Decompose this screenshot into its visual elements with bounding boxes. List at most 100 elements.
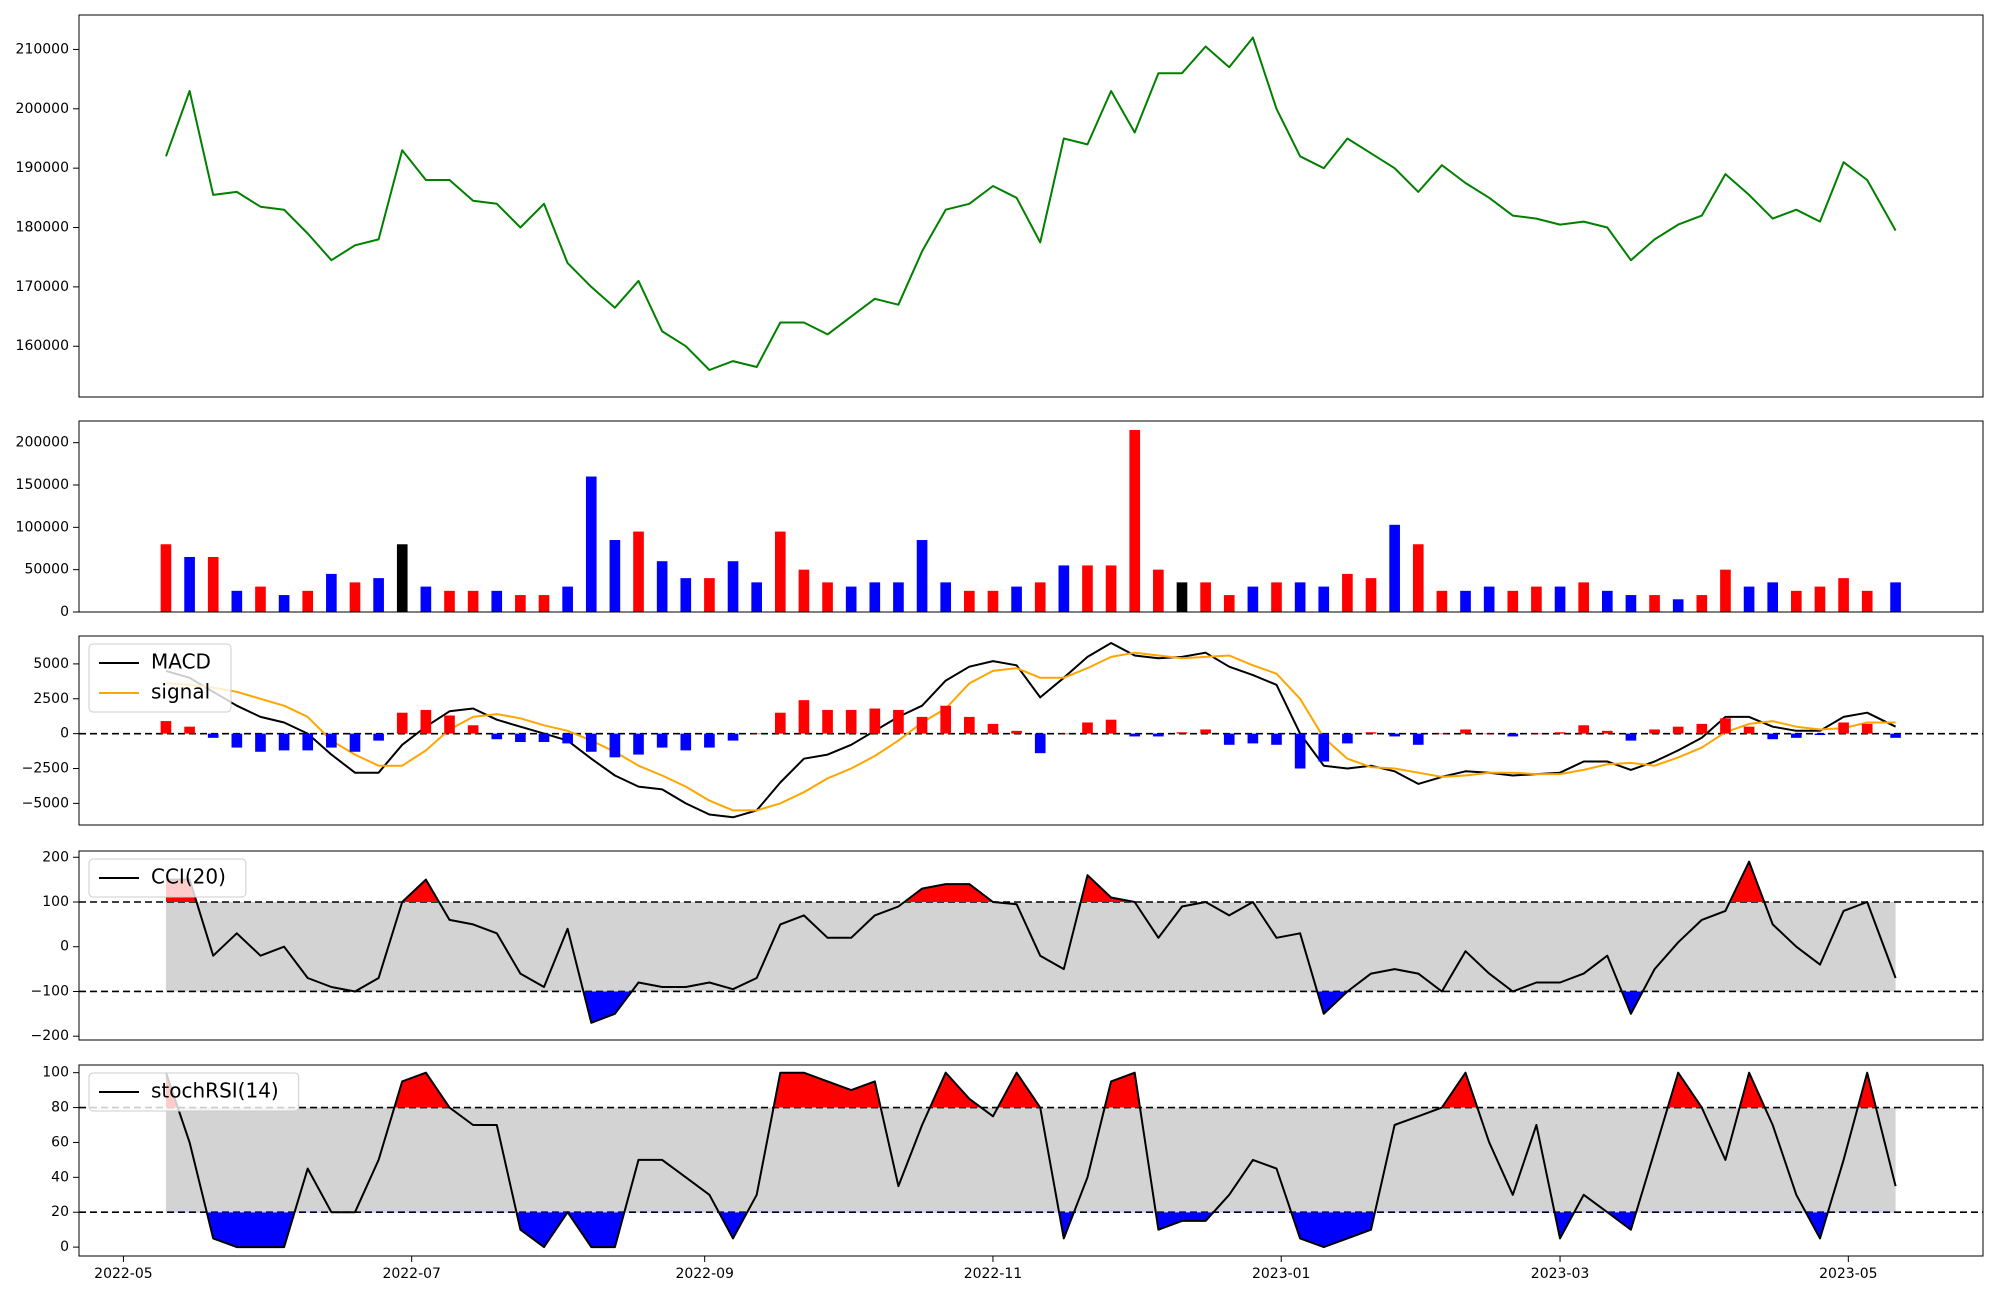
x-tick-label: 2023-03 (1531, 1266, 1590, 1282)
volume-bar (1460, 590, 1471, 612)
histogram-bar (1389, 733, 1400, 737)
panel: 0 50000 100000 150000 200000 (16, 420, 1984, 620)
histogram-bar (1200, 729, 1211, 734)
histogram-bar (1153, 733, 1164, 737)
neutral-band (165, 1107, 1896, 1213)
histogram-bar (1696, 723, 1708, 734)
volume-bar (184, 556, 195, 612)
histogram-bar (467, 725, 479, 734)
panel: 160000 170000 180000 190000 200000 210000 (16, 14, 1984, 398)
volume-bar (1814, 586, 1826, 612)
legend-box (88, 643, 232, 713)
x-tick-label: 2023-01 (1252, 1266, 1311, 1282)
histogram-bar (1791, 733, 1802, 738)
legend-label: stochRSI(14) (151, 1079, 279, 1103)
volume-bar (1058, 565, 1070, 612)
volume-bar (1890, 582, 1901, 612)
line (165, 1071, 1897, 1249)
histogram-bar (845, 709, 857, 734)
histogram-bar (255, 733, 266, 752)
volume-bar (1791, 590, 1802, 612)
volume-bar (1034, 582, 1046, 612)
histogram-bar (326, 733, 337, 748)
histogram-bar (798, 700, 810, 734)
line (166, 860, 1897, 1024)
volume-bar (349, 582, 361, 612)
volume-bar (1601, 590, 1613, 612)
x-tick-label: 2023-05 (1819, 1266, 1878, 1282)
volume-bar (1838, 578, 1849, 612)
volume-bar (609, 540, 621, 612)
histogram-bar (1483, 733, 1495, 735)
histogram-bar (160, 721, 172, 734)
histogram-bar (1129, 733, 1141, 737)
volume-bar (1342, 573, 1353, 612)
volume-bar (1861, 590, 1873, 612)
y-tick-label: 210000 (16, 41, 69, 57)
histogram-bar (278, 733, 290, 751)
histogram-bar (349, 733, 361, 752)
volume-bar (1649, 595, 1660, 612)
histogram-bar (1814, 733, 1826, 736)
y-tick-label: 0 (60, 1239, 69, 1255)
histogram-bar (585, 733, 597, 752)
y-tick-label: 80 (51, 1100, 69, 1116)
histogram-bar (774, 712, 786, 734)
histogram-bar (1318, 733, 1330, 762)
histogram-bar (633, 733, 644, 755)
y-tick-label: 200 (42, 849, 69, 865)
volume-bar (656, 561, 668, 612)
volume-bar (491, 590, 503, 612)
histogram-bar (1223, 733, 1235, 745)
panel: −200 −100 0 100 200 CCI(20) (31, 849, 1984, 1044)
histogram-bar (1105, 719, 1117, 734)
above-fill (165, 1072, 1896, 1108)
panel-frame (78, 635, 1984, 826)
volume-bar (1365, 578, 1377, 612)
volume-bar (255, 586, 266, 612)
volume-bar (1578, 582, 1589, 612)
y-tick-label: −200 (31, 1028, 69, 1044)
panel-frame (78, 420, 1984, 613)
histogram-bar (1247, 733, 1259, 744)
panel: −5000 −2500 0 2500 5000 MACD signal (22, 635, 1984, 826)
volume-bar (278, 595, 290, 612)
volume-bar (231, 590, 243, 612)
volume-bar (1223, 595, 1235, 612)
volume-bar (1200, 582, 1211, 612)
histogram-bar (420, 709, 432, 734)
histogram-bar (231, 733, 243, 748)
histogram-bar (1365, 732, 1377, 734)
panel-frame (78, 14, 1984, 398)
volume-bar (845, 586, 857, 612)
volume-bar (326, 573, 337, 612)
volume-bar (1176, 582, 1188, 612)
volume-bar (964, 590, 975, 612)
histogram-bar (1460, 729, 1471, 734)
volume-bar (727, 561, 739, 612)
volume-bar (1153, 569, 1164, 612)
y-tick-label: 40 (51, 1169, 69, 1185)
volume-bar (1011, 586, 1022, 612)
volume-bar (1743, 586, 1755, 612)
histogram-bar (302, 733, 314, 751)
volume-bar (916, 540, 928, 612)
x-tick-label: 2022-11 (964, 1266, 1023, 1282)
panel-frame (78, 850, 1984, 1041)
volume-bar (1531, 586, 1542, 612)
volume-bar (1389, 524, 1400, 612)
histogram-bar (1838, 722, 1849, 734)
volume-bar (798, 569, 810, 612)
histogram-bar (373, 733, 384, 741)
histogram-bar (207, 733, 219, 738)
histogram-bar (680, 733, 692, 751)
volume-bar (1696, 595, 1708, 612)
histogram-bar (1601, 730, 1613, 734)
volume-bar (396, 544, 408, 612)
volume-bar (1318, 586, 1330, 612)
histogram-bar (727, 733, 739, 741)
legend-label: signal (151, 680, 210, 704)
histogram-bar (444, 715, 455, 734)
volume-bar (585, 476, 597, 612)
volume-bar (1082, 565, 1093, 612)
